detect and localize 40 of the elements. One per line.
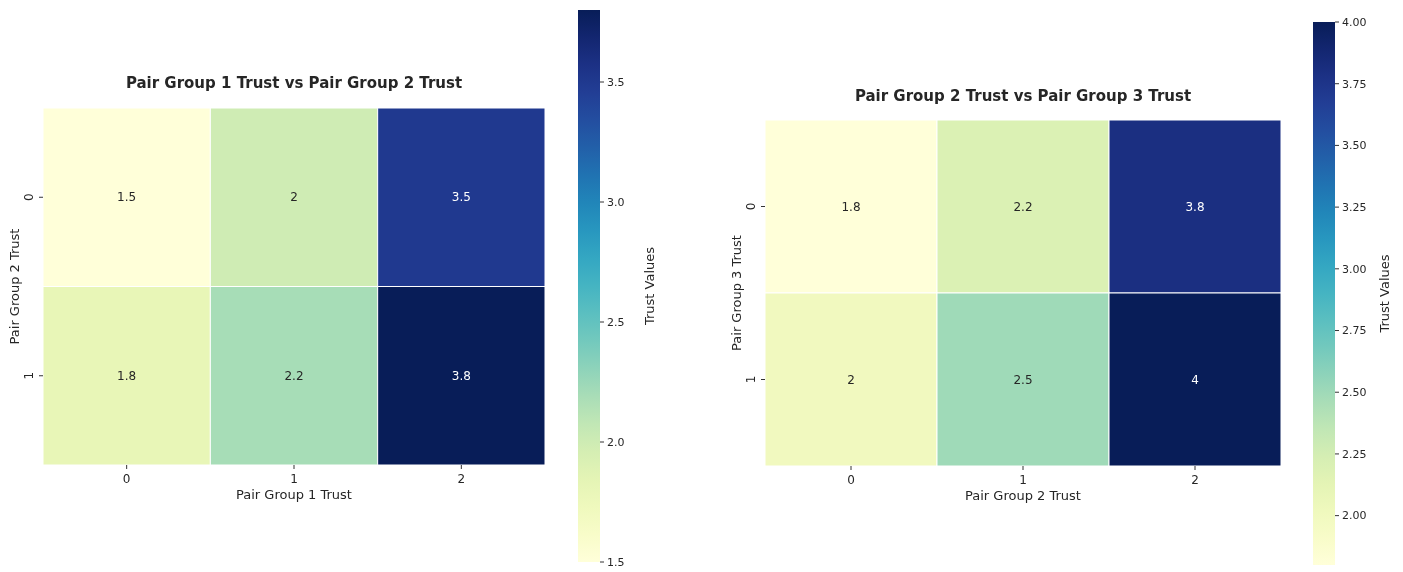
data-label: 2.5 xyxy=(1013,372,1033,387)
x-tick-label: 0 xyxy=(847,473,855,487)
x-tick-label: 2 xyxy=(457,472,466,486)
data-label: 3.8 xyxy=(451,368,471,383)
data-label: 2.2 xyxy=(284,368,304,383)
data-label: 1.8 xyxy=(117,368,137,383)
x-tick-label: 1 xyxy=(1019,473,1027,487)
x-tick-label: 2 xyxy=(1191,473,1199,487)
color-bar-label: 3.5 xyxy=(607,75,625,89)
color-bar-label: 3.0 xyxy=(607,195,625,209)
color-bar-label: 2.25 xyxy=(1342,447,1367,461)
color-bar-label: 1.5 xyxy=(607,555,625,569)
data-label: 1.8 xyxy=(841,199,861,214)
chart-title: Pair Group 2 Trust vs Pair Group 3 Trust xyxy=(854,87,1192,105)
x-axis-title: Pair Group 1 Trust xyxy=(236,487,352,502)
data-label: 2 xyxy=(290,190,298,205)
color-bar-label: 3.00 xyxy=(1342,262,1367,276)
color-bar-label: 4.00 xyxy=(1342,15,1367,29)
color-bar-label: 2.5 xyxy=(607,315,625,329)
color-bar-label: 3.50 xyxy=(1342,139,1367,153)
color-bar-label: 2.0 xyxy=(607,435,625,449)
x-axis-title: Pair Group 2 Trust xyxy=(965,488,1081,503)
chart-title: Pair Group 1 Trust vs Pair Group 2 Trust xyxy=(125,74,463,92)
data-label: 2.2 xyxy=(1013,199,1033,214)
color-bar-title: Trust Values xyxy=(1377,254,1392,334)
color-bar-label: 2.75 xyxy=(1342,324,1367,338)
color-bar-label: 3.25 xyxy=(1342,200,1367,214)
color-bar-label: 3.75 xyxy=(1342,77,1367,91)
color-bar-label: 2.00 xyxy=(1342,509,1367,523)
data-label: 2 xyxy=(847,372,855,387)
data-label: 4 xyxy=(1191,372,1199,387)
data-label: 3.5 xyxy=(451,190,471,205)
y-axis-title: Pair Group 3 Trust xyxy=(729,235,744,351)
color-bar-title: Trust Values xyxy=(642,246,657,327)
data-label: 1.5 xyxy=(117,190,137,205)
data-label: 3.8 xyxy=(1185,199,1205,214)
color-bar-label: 2.50 xyxy=(1342,386,1367,400)
x-tick-label: 1 xyxy=(290,472,298,486)
x-tick-label: 0 xyxy=(122,472,131,486)
y-axis-title: Pair Group 2 Trust xyxy=(7,228,22,345)
